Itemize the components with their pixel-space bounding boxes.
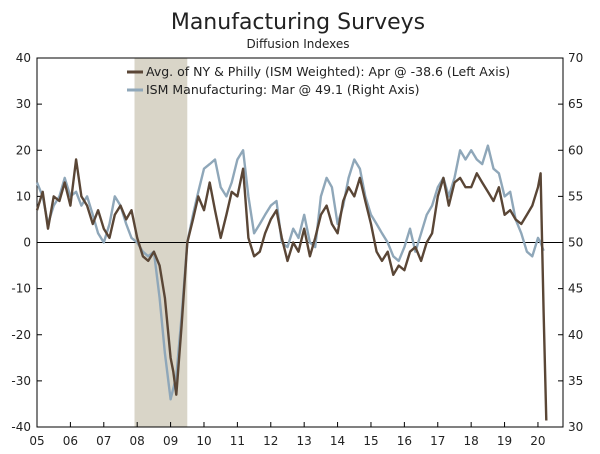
- x-tick-label: 08: [130, 434, 145, 448]
- x-tick-label: 13: [297, 434, 312, 448]
- right-tick-label: 35: [568, 374, 583, 388]
- left-tick-label: 20: [16, 143, 31, 157]
- x-tick-label: 07: [96, 434, 111, 448]
- right-tick-label: 65: [568, 97, 583, 111]
- x-tick-label: 09: [163, 434, 178, 448]
- x-tick-label: 05: [29, 434, 44, 448]
- x-tick-label: 11: [230, 434, 245, 448]
- legend-label-ny-philly: Avg. of NY & Philly (ISM Weighted): Apr …: [146, 64, 510, 79]
- series-line-ny-philly: [35, 158, 548, 421]
- right-tick-label: 40: [568, 328, 583, 342]
- axes: -40 -30 -20 -10 0 10 20 30 40 30 35 40 45 50 55 60 65 70 0…: [11, 51, 583, 448]
- left-tick-label: 40: [16, 51, 31, 65]
- right-tick-label: 70: [568, 51, 583, 65]
- x-tick-label: 06: [63, 434, 78, 448]
- legend: Avg. of NY & Philly (ISM Weighted): Apr …: [127, 64, 510, 97]
- left-tick-label: -20: [11, 328, 31, 342]
- x-tick-label: 14: [330, 434, 345, 448]
- left-tick-label: 30: [16, 97, 31, 111]
- left-tick-label: 0: [23, 236, 31, 250]
- series-lines: [35, 144, 548, 421]
- legend-label-ism: ISM Manufacturing: Mar @ 49.1 (Right Axi…: [146, 82, 420, 97]
- right-tick-label: 60: [568, 143, 583, 157]
- x-tick-label: 15: [363, 434, 378, 448]
- x-tick-label: 18: [464, 434, 479, 448]
- right-tick-label: 55: [568, 189, 583, 203]
- right-tick-label: 30: [568, 420, 583, 434]
- left-tick-label: -40: [11, 420, 31, 434]
- x-tick-label: 12: [263, 434, 278, 448]
- x-tick-label: 19: [497, 434, 512, 448]
- x-tick-label: 10: [196, 434, 211, 448]
- x-tick-label: 16: [397, 434, 412, 448]
- chart-title: Manufacturing Surveys: [171, 10, 425, 35]
- right-tick-label: 50: [568, 236, 583, 250]
- right-tick-label: 45: [568, 282, 583, 296]
- left-tick-label: -30: [11, 374, 31, 388]
- series-line-ism: [35, 144, 545, 401]
- chart-subtitle: Diffusion Indexes: [246, 37, 349, 51]
- x-tick-label: 17: [430, 434, 445, 448]
- x-tick-label: 20: [530, 434, 545, 448]
- left-tick-label: -10: [11, 282, 31, 296]
- left-tick-label: 10: [16, 189, 31, 203]
